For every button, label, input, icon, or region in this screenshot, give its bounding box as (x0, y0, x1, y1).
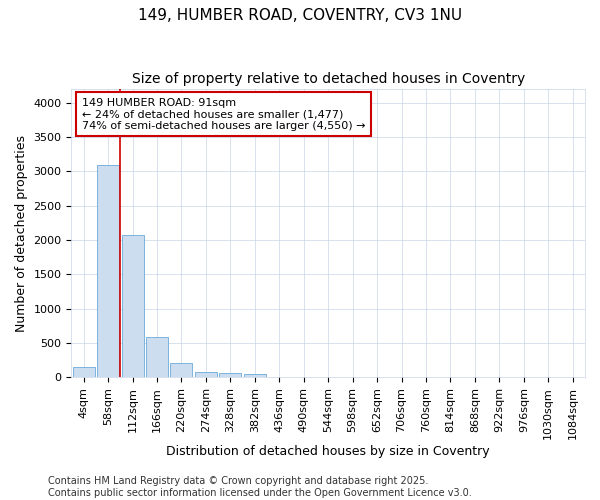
Bar (73, 367, 95, 377)
Text: Contains HM Land Registry data © Crown copyright and database right 2025.
Contai: Contains HM Land Registry data © Crown c… (48, 476, 472, 498)
Bar (97, 164, 119, 377)
Bar (220, 374, 241, 377)
X-axis label: Distribution of detached houses by size in Coventry: Distribution of detached houses by size … (166, 444, 490, 458)
Bar (122, 234, 143, 377)
Title: Size of property relative to detached houses in Coventry: Size of property relative to detached ho… (131, 72, 525, 86)
Bar (170, 363, 193, 377)
Bar (244, 374, 266, 377)
Text: 149 HUMBER ROAD: 91sqm
← 24% of detached houses are smaller (1,477)
74% of semi-: 149 HUMBER ROAD: 91sqm ← 24% of detached… (82, 98, 365, 131)
Bar (195, 372, 217, 377)
Bar (146, 338, 168, 377)
Text: 149, HUMBER ROAD, COVENTRY, CV3 1NU: 149, HUMBER ROAD, COVENTRY, CV3 1NU (138, 8, 462, 22)
Y-axis label: Number of detached properties: Number of detached properties (15, 134, 28, 332)
